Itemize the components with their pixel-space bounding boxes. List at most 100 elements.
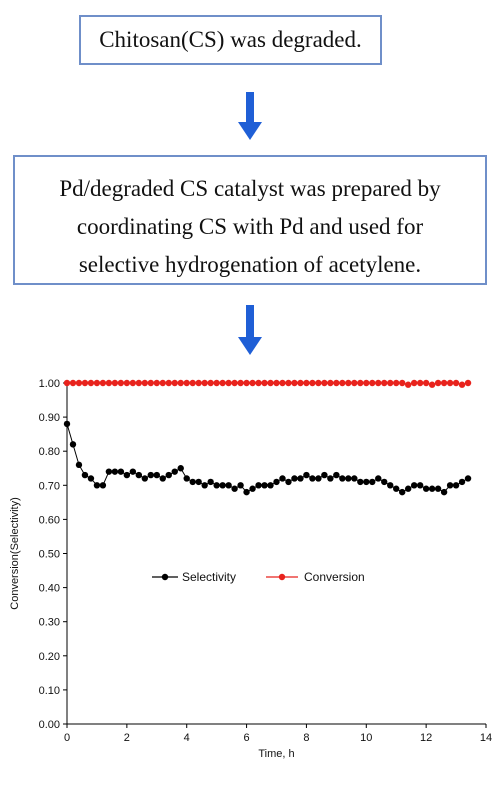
selectivity-point	[452, 482, 460, 489]
step-2-line-2: coordinating CS with Pd and used for	[76, 214, 424, 239]
selectivity-point	[297, 475, 304, 482]
conversion-point	[410, 379, 418, 387]
conversion-point	[404, 381, 412, 388]
conversion-point	[452, 379, 460, 387]
selectivity-point	[387, 482, 394, 489]
conversion-point	[135, 379, 143, 387]
conversion-point	[111, 379, 119, 387]
conversion-point	[399, 379, 406, 387]
x-tick-label: 10	[360, 732, 372, 744]
selectivity-point	[105, 468, 113, 475]
selectivity-point	[111, 468, 119, 475]
selectivity-point	[75, 461, 83, 469]
selectivity-point	[141, 475, 149, 482]
legend-label-conversion: Conversion	[304, 570, 365, 584]
conversion-point	[357, 379, 364, 387]
selectivity-point	[225, 482, 232, 489]
selectivity-point	[189, 478, 196, 486]
selectivity-point	[69, 441, 77, 448]
conversion-point	[351, 379, 358, 387]
selectivity-point	[399, 488, 406, 496]
selectivity-point	[357, 478, 364, 486]
conversion-point	[363, 379, 370, 387]
selectivity-point	[147, 471, 154, 479]
conversion-point	[267, 379, 274, 387]
selectivity-point	[123, 471, 131, 479]
selectivity-point	[273, 478, 280, 486]
down-arrow-icon	[238, 305, 262, 355]
y-tick-label: 0.20	[39, 651, 60, 663]
conversion-point	[129, 379, 137, 387]
selectivity-point	[81, 471, 89, 479]
selectivity-point	[321, 471, 328, 479]
down-arrow-head	[238, 337, 262, 355]
step-2-line-3: selective hydrogenation of acetylene.	[78, 252, 422, 277]
selectivity-point	[63, 420, 71, 428]
conversion-point	[321, 379, 328, 387]
x-axis-title: Time, h	[258, 748, 294, 760]
selectivity-point	[267, 482, 274, 489]
selectivity-point	[434, 485, 442, 492]
conversion-point	[327, 379, 334, 387]
conversion-point	[225, 379, 232, 387]
conversion-point	[297, 379, 304, 387]
y-tick-label: 0.70	[39, 480, 60, 492]
step-box-degradation: Chitosan(CS) was degraded.	[79, 15, 382, 65]
selectivity-point	[129, 468, 137, 475]
conversion-point	[153, 379, 160, 387]
conversion-point	[75, 379, 83, 387]
selectivity-point	[153, 471, 160, 479]
conversion-point	[375, 379, 382, 387]
step-box-catalyst-preparation: Pd/degraded CS catalyst was prepared by …	[13, 155, 487, 285]
selectivity-point	[237, 482, 244, 489]
conversion-point	[171, 379, 178, 387]
selectivity-point	[171, 468, 178, 475]
conversion-point	[81, 379, 89, 387]
selectivity-point	[327, 475, 334, 482]
selectivity-point	[219, 482, 226, 489]
selectivity-point	[261, 482, 268, 489]
conversion-point	[249, 379, 256, 387]
selectivity-point	[117, 468, 125, 475]
conversion-point	[416, 379, 424, 387]
y-tick-label: 0.80	[39, 446, 60, 458]
conversion-point	[147, 379, 154, 387]
conversion-point	[117, 379, 125, 387]
conversion-point	[261, 379, 268, 387]
selectivity-point	[315, 475, 322, 482]
legend: Selectivity Conversion	[152, 570, 365, 584]
conversion-point	[105, 379, 113, 387]
selectivity-point	[309, 475, 316, 482]
selectivity-point	[375, 475, 382, 482]
selectivity-point	[303, 471, 310, 479]
x-tick-label: 0	[64, 732, 70, 744]
conversion-point	[195, 379, 202, 387]
conversion-point	[458, 381, 466, 388]
selectivity-point	[446, 482, 454, 489]
x-tick-label: 12	[420, 732, 432, 744]
conversion-point	[273, 379, 280, 387]
conversion-point	[99, 379, 107, 387]
selectivity-point	[165, 471, 172, 479]
selectivity-point	[393, 485, 400, 492]
selectivity-point	[404, 485, 412, 492]
y-tick-label: 1.00	[39, 378, 60, 390]
conversion-point	[333, 379, 340, 387]
conversion-point	[428, 381, 436, 388]
conversion-point	[207, 379, 214, 387]
conversion-point	[69, 379, 77, 387]
selectivity-point	[351, 475, 358, 482]
selectivity-point	[381, 478, 388, 486]
conversion-point	[434, 379, 442, 387]
selectivity-point	[428, 485, 436, 492]
conversion-point	[159, 379, 166, 387]
conversion-point	[87, 379, 95, 387]
selectivity-point	[464, 475, 472, 482]
selectivity-point	[279, 475, 286, 482]
y-tick-label: 0.90	[39, 412, 60, 424]
y-axis-title: Conversion(Selectivity)	[9, 497, 21, 609]
conversion-point	[345, 379, 352, 387]
conversion-point	[387, 379, 394, 387]
conversion-point	[422, 379, 430, 387]
conversion-point	[183, 379, 190, 387]
